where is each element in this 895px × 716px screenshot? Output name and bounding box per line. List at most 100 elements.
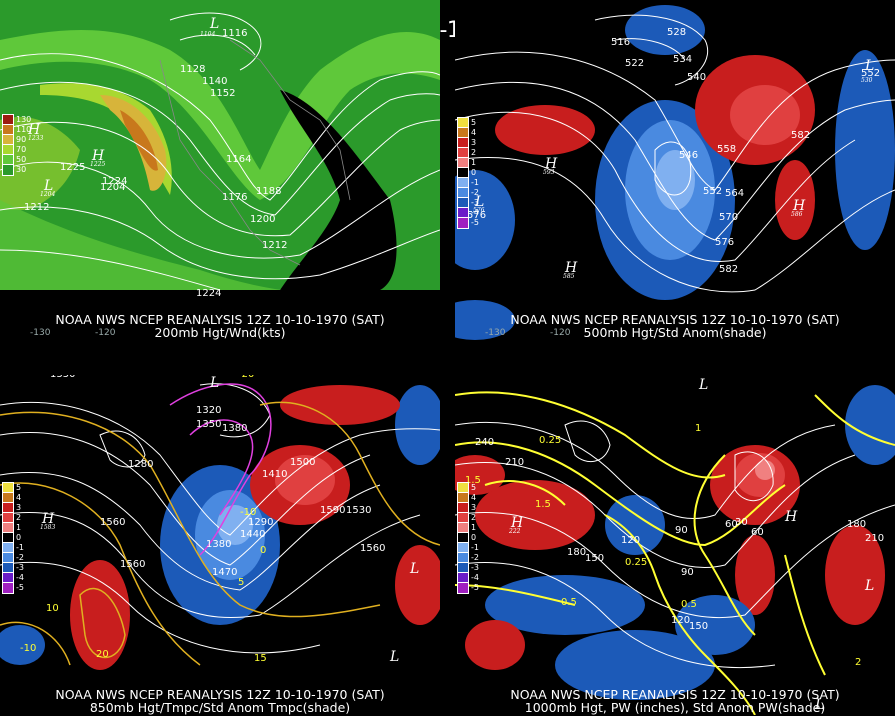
- svg-text:1233: 1233: [28, 135, 43, 142]
- legend-label: 1: [471, 523, 477, 532]
- lon-tick: -120: [95, 328, 116, 338]
- contour-label: 1204: [100, 182, 125, 193]
- svg-text:H: H: [91, 148, 105, 164]
- legend-label: -5: [471, 583, 479, 592]
- legend-label: -4: [16, 573, 24, 582]
- svg-text:L: L: [209, 16, 219, 32]
- contour-label: 1128: [180, 64, 205, 75]
- legend-label: 1: [16, 523, 22, 532]
- legend-label: -5: [471, 218, 479, 227]
- contour-label: 1560: [360, 543, 385, 554]
- contour-label: 0.5: [681, 599, 697, 610]
- contour-label: 1410: [262, 469, 287, 480]
- legend-label: 4: [471, 493, 477, 502]
- contour-label: 1176: [222, 192, 247, 203]
- legend-entry: -5: [457, 582, 479, 594]
- contour-label: 1380: [206, 539, 231, 550]
- contour-label: 1280: [128, 459, 153, 470]
- legend-entry: -1: [457, 177, 479, 189]
- legend-swatch: [457, 217, 469, 229]
- panel-500mb: H 593 L 576 H 585 H 586 L 530 516 522 528 5…: [455, 0, 895, 340]
- svg-text:H: H: [792, 198, 806, 214]
- legend-label: 3: [471, 138, 477, 147]
- legend-label: 5: [471, 483, 477, 492]
- legend-label: -4: [471, 573, 479, 582]
- contour-label: 582: [719, 264, 738, 275]
- legend-label: -3: [471, 563, 479, 572]
- legend-entry: -1: [2, 542, 24, 554]
- contour-label: 516: [611, 37, 630, 48]
- contour-label: 5: [238, 577, 244, 588]
- legend-label: 0: [471, 533, 477, 542]
- panel-850mb: L H 1583 L L 135013201350138014101440147…: [0, 375, 440, 715]
- svg-text:586: 586: [791, 211, 803, 218]
- contour-label: 210: [865, 533, 884, 544]
- legend-label: 2: [471, 513, 477, 522]
- contour-label: 1224: [196, 288, 221, 299]
- contour-label: 576: [715, 237, 734, 248]
- svg-text:H: H: [510, 515, 524, 531]
- contour-label: 1350: [50, 375, 75, 380]
- svg-text:530: 530: [861, 77, 873, 84]
- contour-label: 528: [667, 27, 686, 38]
- contour-label: 552: [703, 186, 722, 197]
- svg-text:222: 222: [508, 528, 521, 535]
- contour-label: 1.5: [535, 499, 551, 510]
- contour-label: 1380: [222, 423, 247, 434]
- color-legend: 5 4 3 2 1 0 -1 -2 -3 -4 -5: [457, 482, 479, 594]
- contour-label: 150: [585, 553, 604, 564]
- map-850mb: L H 1583 L L 135013201350138014101440147…: [0, 375, 440, 670]
- svg-text:1225: 1225: [90, 161, 105, 168]
- lon-tick: -130: [30, 328, 51, 338]
- color-legend: 5 4 3 2 1 0 -1 -2 -3 -4 -5: [457, 117, 479, 229]
- svg-text:H: H: [27, 122, 41, 138]
- contour-label: 2: [855, 657, 861, 668]
- legend-entry: 0: [457, 532, 479, 544]
- caption-line1: NOAA NWS NCEP REANALYSIS 12Z 10-10-1970 …: [55, 687, 385, 702]
- contour-label: 240: [475, 437, 494, 448]
- contour-label: 540: [687, 72, 706, 83]
- panel-1000mb: L H 222 H L L 240 210 180 150 120 90 60 30 60 90 1…: [455, 375, 895, 715]
- contour-label: 1: [695, 423, 701, 434]
- contour-label: 546: [679, 150, 698, 161]
- legend-label: 3: [471, 503, 477, 512]
- contour-label: 1560: [120, 559, 145, 570]
- legend-entry: 1: [457, 157, 479, 169]
- legend-label: -2: [471, 553, 479, 562]
- legend-label: -2: [471, 188, 479, 197]
- contour-label: 1470: [212, 567, 237, 578]
- svg-text:585: 585: [563, 273, 575, 280]
- legend-label: 70: [16, 145, 27, 154]
- legend-label: -5: [16, 583, 24, 592]
- svg-text:L: L: [474, 194, 484, 210]
- svg-text:H: H: [41, 511, 55, 527]
- svg-text:L: L: [864, 58, 874, 74]
- contour-label: 1140: [202, 76, 227, 87]
- contour-label: 30: [735, 517, 748, 528]
- contour-label: 1560: [100, 517, 125, 528]
- svg-text:L: L: [43, 178, 53, 194]
- contour-label: 90: [675, 525, 688, 536]
- svg-text:L: L: [209, 375, 219, 391]
- contour-label: 522: [625, 58, 644, 69]
- legend-label: -1: [16, 543, 24, 552]
- legend-label: -3: [471, 198, 479, 207]
- contour-label: 1212: [24, 202, 49, 213]
- contour-label: 1530: [346, 505, 371, 516]
- contour-label: 1350: [196, 419, 221, 430]
- svg-text:1583: 1583: [40, 524, 55, 531]
- contour-label: 210: [505, 457, 524, 468]
- contour-label: 1440: [240, 529, 265, 540]
- legend-label: 5: [16, 483, 22, 492]
- lon-tick: -130: [485, 328, 506, 338]
- legend-label: 0: [16, 533, 22, 542]
- color-legend: 5 4 3 2 1 0 -1 -2 -3 -4 -5: [2, 482, 24, 594]
- contour-label: 1225: [60, 162, 85, 173]
- contour-label: 180: [847, 519, 866, 530]
- contour-label: 0.25: [539, 435, 561, 446]
- caption-line2: 850mb Hgt/Tmpc/Std Anom Tmpc(shade): [89, 700, 351, 715]
- legend-label: 4: [16, 493, 22, 502]
- contour-label: 564: [725, 188, 744, 199]
- svg-text:1204: 1204: [40, 191, 55, 198]
- map-200mb: L 1104 H 1233 H 1225 L 1204 1116 11281140…: [0, 0, 440, 340]
